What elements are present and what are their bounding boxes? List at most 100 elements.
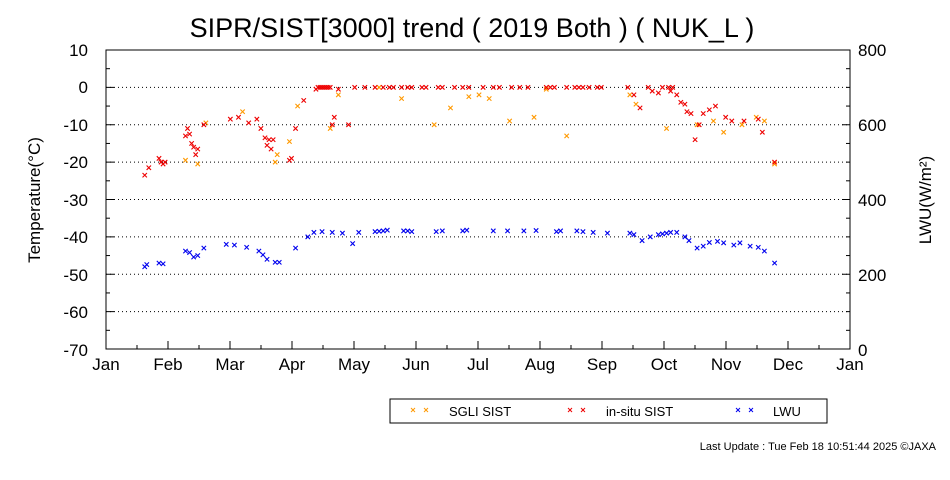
- insitu-sist-point: [321, 84, 327, 90]
- insitu-sist-point: [327, 84, 333, 90]
- x-tick-label: Aug: [525, 355, 555, 374]
- lwu-point: [256, 248, 262, 254]
- y-tick-label: -50: [63, 266, 88, 285]
- lwu-point: [260, 252, 266, 258]
- legend: SGLI SIST in-situ SIST LWU: [389, 398, 828, 424]
- lwu-point: [490, 228, 496, 234]
- lwu-point: [384, 227, 390, 233]
- insitu-sist-point: [398, 84, 405, 90]
- insitu-sist-point: [325, 84, 331, 90]
- sgli-sist-point: [398, 95, 405, 102]
- x-tick-label: Mar: [215, 355, 245, 374]
- y-tick-label: -40: [63, 228, 88, 247]
- legend-label-sgli: SGLI SIST: [449, 404, 511, 419]
- insitu-sist-point: [759, 129, 765, 135]
- insitu-sist-point: [380, 84, 386, 90]
- sgli-sist-point: [531, 114, 537, 120]
- sgli-sist-point: [295, 103, 301, 109]
- insitu-sist-point: [266, 137, 272, 143]
- insitu-sist-point: [684, 109, 690, 115]
- lwu-point: [553, 229, 560, 235]
- insitu-sist-point: [655, 90, 661, 96]
- lwu-point: [721, 240, 727, 246]
- insitu-sist-point: [182, 133, 189, 139]
- insitu-sist-point: [345, 122, 352, 128]
- y-tick-label: 10: [69, 41, 88, 60]
- y-tick-label: -20: [63, 153, 88, 172]
- sgli-sist-point: [239, 109, 246, 115]
- legend-label-insitu: in-situ SIST: [606, 404, 673, 419]
- insitu-sist-point: [184, 125, 191, 132]
- legend-marker-sgli: [410, 407, 429, 413]
- lwu-point: [356, 229, 362, 235]
- insitu-sist-point: [649, 88, 655, 94]
- insitu-sist-point: [423, 84, 429, 90]
- insitu-sist-point: [723, 114, 729, 120]
- lwu-point: [401, 228, 407, 234]
- lwu-point: [682, 234, 688, 240]
- insitu-sist-point: [682, 101, 688, 107]
- x-tick-label: Jul: [467, 355, 489, 374]
- lwu-point: [223, 241, 229, 247]
- lwu-point: [663, 230, 670, 236]
- right-axis-title: LWU(W/m²): [916, 156, 935, 244]
- insitu-sist-point: [700, 110, 706, 117]
- sgli-sist-point: [327, 125, 333, 132]
- lwu-point: [604, 230, 611, 236]
- insitu-sist-point: [262, 135, 268, 141]
- lwu-point: [647, 234, 653, 240]
- sgli-sist-point: [195, 161, 201, 167]
- y2-tick-label: 800: [858, 41, 886, 60]
- sgli-sist-point: [274, 152, 280, 158]
- sgli-sist-point: [486, 95, 492, 102]
- lwu-point: [144, 261, 150, 268]
- x-tick-label: Nov: [711, 355, 742, 374]
- insitu-sist-point: [288, 155, 295, 161]
- axis-ticks: [105, 49, 851, 350]
- lwu-point: [350, 241, 356, 247]
- lwu-point: [668, 229, 674, 235]
- sgli-sist-point: [564, 133, 570, 139]
- sgli-sist-point: [376, 84, 382, 90]
- insitu-sist-point: [637, 105, 643, 111]
- y2-tick-label: 200: [858, 266, 886, 285]
- insitu-sist-point: [741, 118, 747, 124]
- lwu-point: [231, 242, 238, 248]
- insitu-sist-point: [551, 84, 558, 90]
- lwu-point: [186, 249, 193, 256]
- lwu-point: [460, 228, 466, 234]
- insitu-sist-point: [706, 107, 712, 113]
- insitu-sist-point: [227, 116, 233, 122]
- lwu-point: [706, 239, 712, 246]
- lwu-point: [700, 243, 706, 249]
- insitu-sist-point: [466, 84, 472, 90]
- legend-label-lwu: LWU: [773, 404, 801, 419]
- y-tick-label: -70: [63, 341, 88, 360]
- lwu-point: [755, 244, 761, 250]
- insitu-sist-point: [509, 84, 515, 90]
- legend-box: [389, 398, 828, 424]
- insitu-sist-point: [142, 172, 148, 178]
- sgli-sist-point: [476, 92, 482, 98]
- insitu-sist-point: [564, 84, 570, 90]
- lwu-point: [292, 245, 299, 251]
- right-axis-tick-labels: 800 600 400 200 0: [858, 41, 886, 360]
- insitu-sist-point: [362, 84, 368, 90]
- insitu-sist-point: [670, 84, 676, 90]
- sgli-sist-point: [431, 122, 437, 128]
- insitu-sist-point: [525, 84, 531, 90]
- y-tick-label: -60: [63, 303, 88, 322]
- x-tick-label: Oct: [651, 355, 678, 374]
- lwu-point: [521, 228, 527, 234]
- lwu-point: [272, 259, 278, 265]
- lwu-point: [305, 234, 311, 240]
- sgli-sist-point: [543, 86, 549, 92]
- x-axis-tick-labels: Jan Feb Mar Apr May Jun Jul Aug Sep Oct …: [92, 355, 863, 374]
- insitu-sist-point: [645, 84, 651, 90]
- lwu-point: [376, 228, 382, 234]
- insitu-sist-point: [331, 114, 337, 120]
- data-markers: [142, 84, 778, 270]
- insitu-sist-point: [372, 84, 378, 90]
- insitu-sist-point: [323, 84, 329, 90]
